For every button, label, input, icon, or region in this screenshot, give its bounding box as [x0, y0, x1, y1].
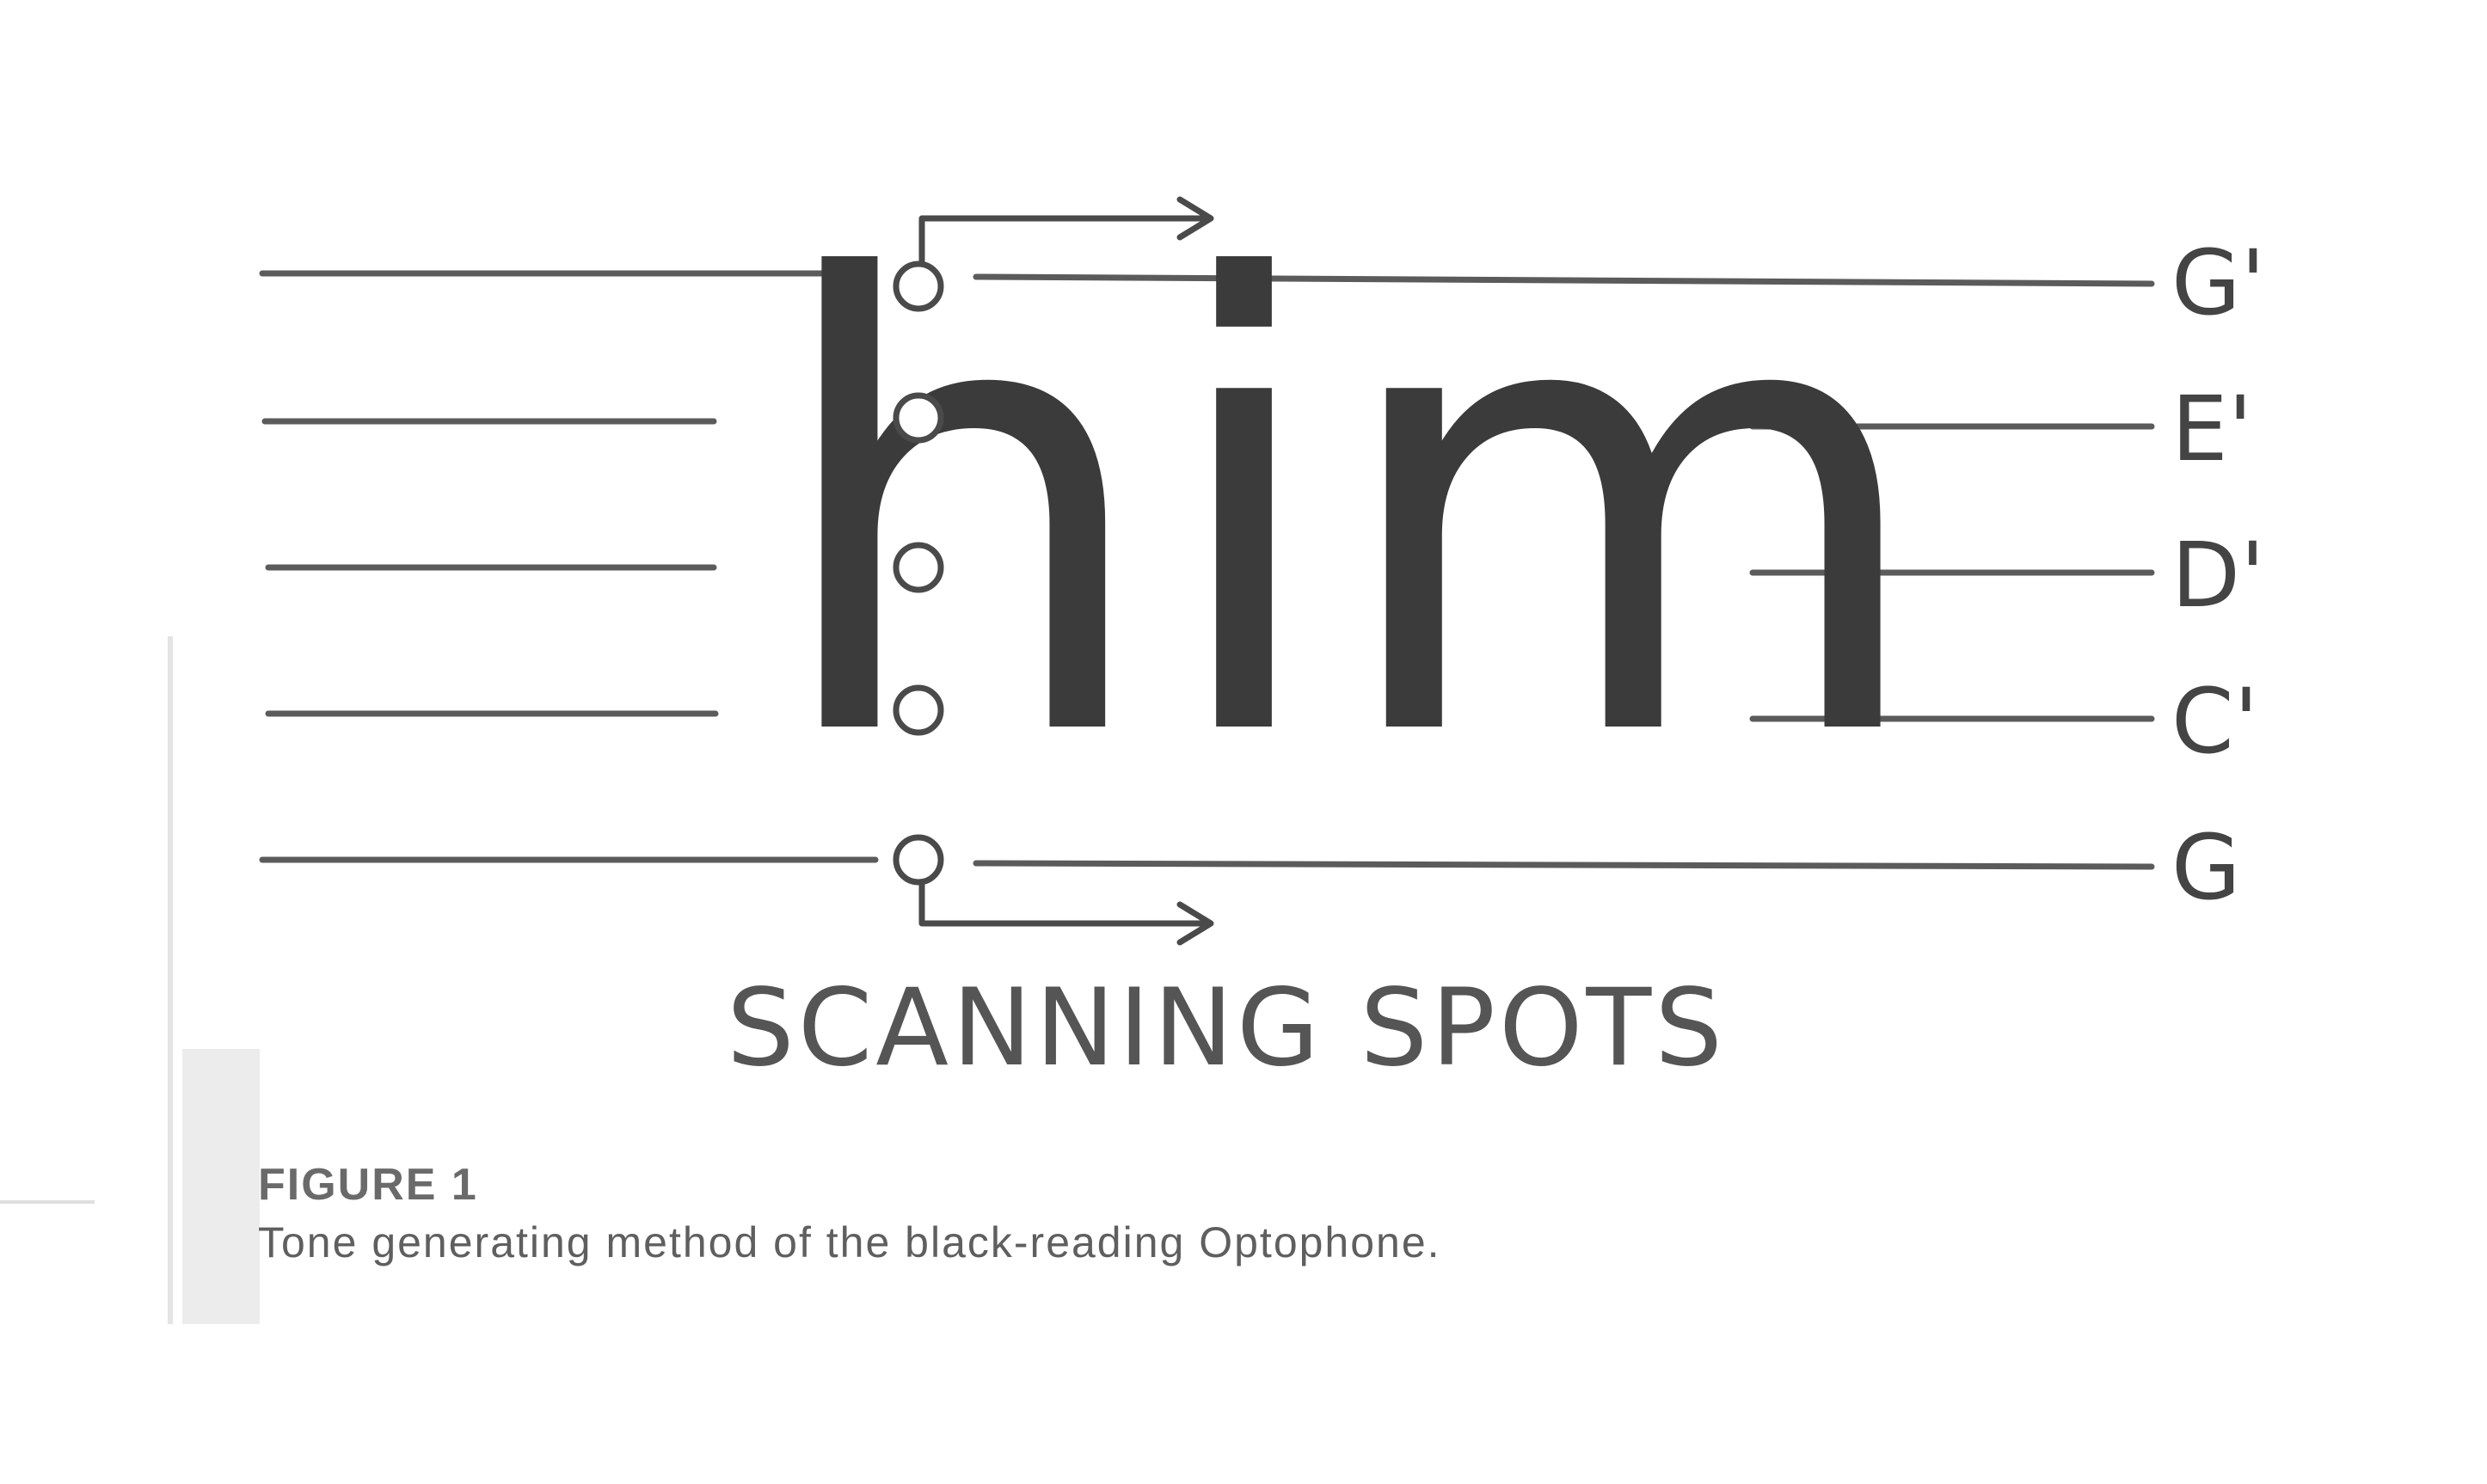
staff-line-g-right: [973, 860, 2155, 870]
scanning-spots-label: SCANNING SPOTS: [727, 966, 1726, 1090]
scanning-spots: [893, 261, 944, 886]
note-label-g: G: [2171, 815, 2241, 920]
figure-number: FIGURE 1: [258, 1160, 478, 1210]
scanning-spot: [893, 834, 944, 886]
figure-caption: Tone generating method of the black-read…: [258, 1218, 1441, 1266]
scan-artifact: [0, 636, 260, 1324]
note-label-d-prime: D': [2171, 523, 2265, 628]
note-label-c-prime: C': [2171, 669, 2258, 774]
staff-lines-right: [973, 273, 2155, 870]
staff-line-g-prime-right: [973, 273, 2155, 287]
arrow-top-icon: [918, 196, 1214, 267]
arrow-bottom-icon: [918, 879, 1214, 946]
note-label-e-prime: E': [2171, 377, 2252, 481]
staff-lines-left: [259, 270, 879, 863]
scanning-spot: [893, 392, 944, 444]
scanning-spot: [893, 684, 944, 736]
scanning-spot: [893, 542, 944, 593]
note-label-g-prime: G': [2171, 230, 2265, 335]
scanning-spot: [893, 261, 944, 312]
scanned-word: him: [765, 152, 1933, 873]
note-labels: G' E' D' C' G: [2171, 230, 2265, 920]
